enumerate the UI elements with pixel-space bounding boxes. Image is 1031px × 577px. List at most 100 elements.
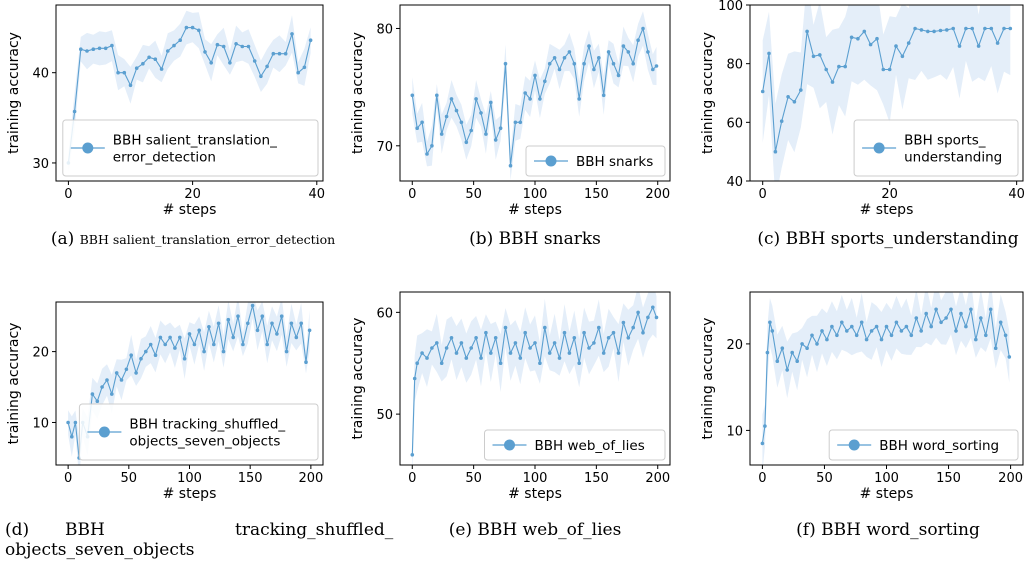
legend-marker bbox=[848, 439, 860, 451]
legend-marker bbox=[98, 426, 110, 438]
data-point bbox=[790, 350, 794, 355]
data-point bbox=[73, 420, 78, 425]
data-point bbox=[818, 53, 822, 57]
data-point bbox=[144, 349, 148, 354]
panel-4: 0 50 100 150 200 10 20 # steps training accuracy… bbox=[5, 301, 394, 560]
legend-box bbox=[525, 145, 666, 177]
data-point bbox=[993, 346, 998, 351]
data-point bbox=[168, 335, 172, 340]
data-point bbox=[799, 88, 803, 92]
data-point bbox=[454, 351, 459, 355]
data-point bbox=[122, 70, 127, 75]
data-point bbox=[815, 342, 819, 346]
data-point bbox=[969, 307, 973, 312]
legend-label: BBH web_of_lies bbox=[535, 438, 645, 454]
caption-label: (d) bbox=[5, 520, 29, 540]
data-point bbox=[763, 424, 767, 428]
data-point bbox=[234, 42, 238, 46]
legend-box bbox=[484, 429, 666, 461]
data-point bbox=[1002, 26, 1006, 31]
y-tick-label: 20 bbox=[726, 338, 743, 353]
confidence-band bbox=[762, 5, 1011, 181]
data-point bbox=[601, 93, 606, 98]
data-point bbox=[889, 333, 894, 338]
data-point bbox=[489, 100, 493, 105]
x-tick-label: 50 bbox=[465, 471, 482, 486]
data-point bbox=[221, 44, 226, 49]
data-point bbox=[464, 356, 469, 360]
data-point bbox=[284, 349, 289, 354]
data-point bbox=[646, 315, 650, 320]
data-point bbox=[795, 359, 799, 364]
data-point bbox=[178, 335, 182, 340]
data-point bbox=[159, 67, 164, 71]
data-point bbox=[552, 56, 557, 60]
data-point bbox=[932, 29, 936, 34]
data-point bbox=[765, 350, 770, 355]
data-point bbox=[884, 324, 889, 329]
y-tick-label: 30 bbox=[32, 157, 49, 172]
data-point bbox=[79, 47, 83, 51]
data-point bbox=[163, 342, 167, 347]
data-point bbox=[508, 351, 513, 355]
data-point bbox=[66, 420, 70, 425]
y-axis-label: training accuracy bbox=[700, 318, 716, 440]
data-point bbox=[294, 335, 299, 340]
x-tick-label: 100 bbox=[523, 471, 548, 486]
data-point bbox=[197, 28, 201, 33]
data-point bbox=[415, 361, 420, 366]
legend-label: objects_seven_objects bbox=[129, 434, 280, 450]
data-point bbox=[518, 120, 523, 125]
data-point bbox=[192, 342, 197, 347]
data-point bbox=[203, 50, 207, 54]
data-point bbox=[1003, 333, 1008, 338]
x-tick-label: 0 bbox=[758, 471, 766, 486]
data-point bbox=[995, 41, 1000, 45]
data-point bbox=[415, 126, 420, 130]
x-tick-label: 50 bbox=[465, 187, 482, 202]
legend: BBH sports_understanding bbox=[853, 119, 1019, 177]
data-point bbox=[631, 61, 635, 66]
data-point bbox=[577, 97, 581, 101]
legend-box bbox=[62, 119, 319, 177]
x-tick-label: 100 bbox=[523, 187, 548, 202]
data-point bbox=[178, 38, 182, 42]
data-point bbox=[979, 316, 983, 320]
data-point bbox=[939, 320, 943, 325]
legend: BBH web_of_lies bbox=[484, 429, 666, 461]
data-point bbox=[474, 97, 478, 101]
data-point bbox=[577, 361, 581, 366]
x-tick-label: 150 bbox=[584, 471, 609, 486]
data-point bbox=[626, 336, 631, 340]
y-tick-label: 60 bbox=[376, 306, 393, 321]
data-point bbox=[914, 316, 919, 320]
data-point bbox=[651, 67, 655, 72]
y-tick-label: 40 bbox=[32, 67, 49, 82]
data-point bbox=[479, 356, 483, 360]
x-axis-label: # steps bbox=[860, 486, 914, 502]
data-point bbox=[134, 66, 139, 70]
data-point bbox=[641, 330, 645, 335]
data-point bbox=[572, 336, 577, 340]
data-point bbox=[153, 57, 158, 61]
data-point bbox=[582, 330, 586, 335]
data-point bbox=[231, 335, 235, 340]
caption: (c) BBH sports_understanding bbox=[757, 229, 1018, 249]
data-point bbox=[209, 61, 213, 65]
data-point bbox=[843, 64, 847, 69]
data-point bbox=[103, 46, 108, 51]
data-point bbox=[435, 93, 439, 98]
data-point bbox=[970, 26, 974, 31]
data-point bbox=[439, 361, 444, 366]
legend-box bbox=[828, 429, 1019, 461]
data-point bbox=[587, 346, 591, 350]
data-point bbox=[631, 325, 635, 330]
data-point bbox=[845, 329, 849, 333]
data-point bbox=[767, 51, 771, 56]
caption: (b) BBH snarks bbox=[469, 229, 601, 249]
data-point bbox=[449, 336, 454, 340]
data-point bbox=[835, 333, 839, 338]
data-point bbox=[147, 55, 151, 60]
data-point bbox=[484, 330, 488, 335]
panel-5: 0 50 100 150 200 50 60 # steps training accuracy… bbox=[350, 291, 671, 540]
